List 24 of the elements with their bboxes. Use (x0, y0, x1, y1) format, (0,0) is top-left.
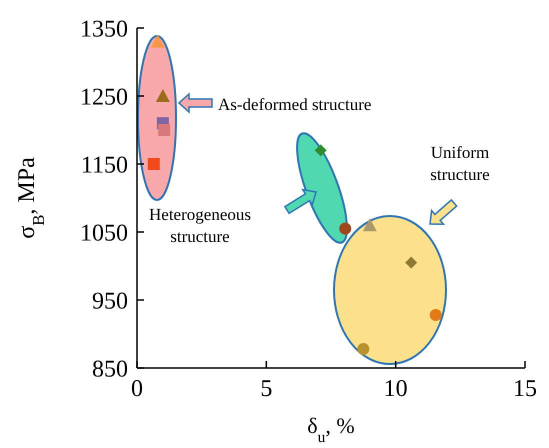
point (148, 158, 160, 170)
point (156, 89, 170, 102)
annotation: Uniform structure (430, 143, 490, 184)
x-tick-label: 10 (384, 376, 408, 402)
point (362, 218, 377, 232)
x-tick-label: 0 (131, 376, 143, 402)
y-tick-label: 850 (92, 356, 128, 382)
y-tick-label: 1250 (80, 84, 128, 110)
y-tick-label: 950 (92, 288, 128, 314)
y-tick-label: 1350 (80, 16, 128, 42)
point (158, 124, 170, 136)
y-tick-label: 1150 (80, 152, 128, 178)
x-tick-label: 5 (260, 376, 272, 402)
x-axis-title: δ$_{u}$, % (307, 413, 355, 446)
x-tick-label: 15 (513, 376, 537, 402)
point (405, 256, 418, 269)
y-tick-label: 1050 (80, 220, 128, 246)
point (357, 342, 370, 355)
annotation: As-deformed structure (218, 95, 372, 114)
point (314, 144, 327, 156)
point (150, 34, 165, 48)
point (430, 308, 442, 321)
point (339, 222, 352, 235)
annotation: Heterogeneous structure (149, 205, 251, 246)
